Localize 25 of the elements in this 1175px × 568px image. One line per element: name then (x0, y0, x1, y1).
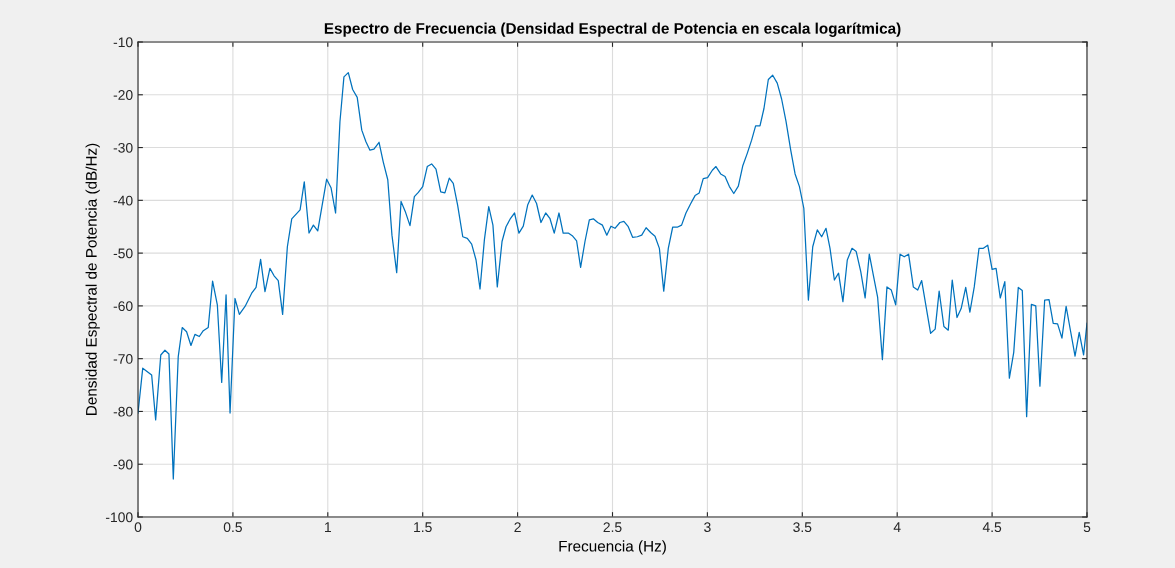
x-axis-title: Frecuencia (Hz) (559, 540, 666, 555)
y-tick-label: -60 (113, 301, 133, 312)
y-tick-label: -80 (113, 406, 133, 417)
x-tick-label: 0 (134, 522, 142, 533)
y-tick-label: -40 (113, 195, 133, 206)
y-tick-label: -50 (113, 248, 133, 259)
x-tick-label: 3.5 (793, 522, 812, 533)
line-series (138, 71, 1087, 480)
x-tick-label: 4 (893, 522, 901, 532)
y-tick-label: -20 (113, 90, 133, 100)
y-tick-label: -30 (113, 142, 133, 153)
chart-title: Espectro de Frecuencia (Densidad Espectral de Potencia en escala logarítmica) (324, 22, 901, 37)
y-axis-title: Densidad Espectral de Potencia (dB/Hz) (85, 143, 100, 415)
x-tick-label: 4.5 (982, 522, 1002, 533)
x-tick-label: 5 (1083, 522, 1091, 533)
y-tick-label: -90 (113, 459, 133, 470)
x-tick-label: 3 (704, 522, 711, 533)
x-tick-label: 2 (514, 522, 521, 532)
y-tick-label: -70 (113, 354, 133, 364)
y-tick-label: -10 (113, 37, 133, 48)
x-tick-label: 1.5 (414, 522, 432, 533)
x-tick-label: 0.5 (223, 522, 242, 533)
x-tick-label: 1 (325, 522, 331, 532)
x-tick-label: 2.5 (603, 522, 622, 533)
y-tick-label: -100 (105, 512, 133, 523)
